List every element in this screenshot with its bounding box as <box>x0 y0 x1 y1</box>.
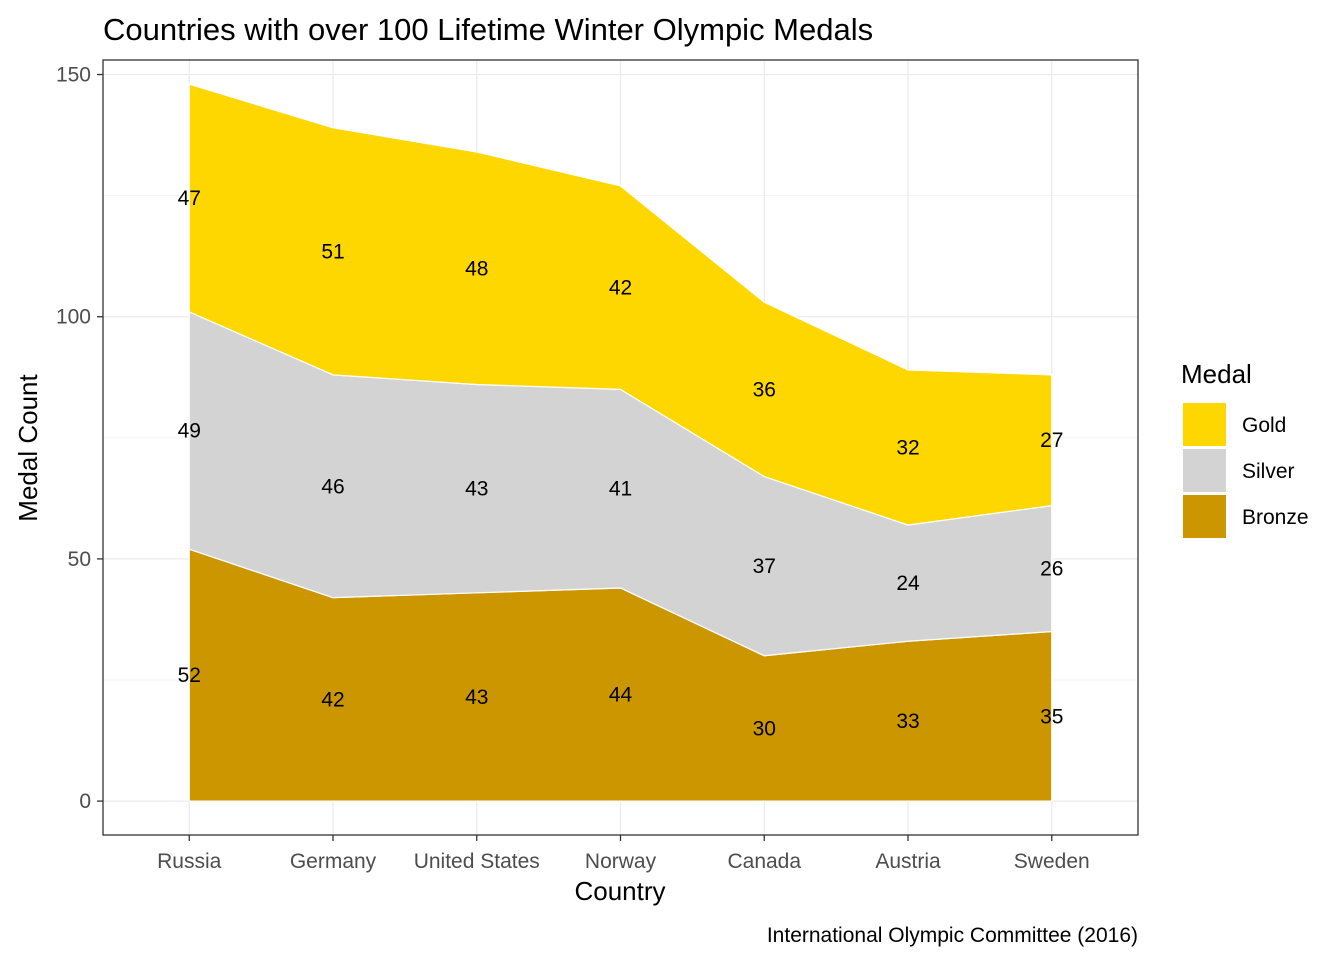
data-label-bronze: 33 <box>896 710 919 733</box>
data-label-bronze: 30 <box>753 717 776 740</box>
y-tick-label: 150 <box>56 64 91 87</box>
legend: Medal Gold Silver Bronze <box>1181 359 1309 538</box>
x-tick-label: Germany <box>290 850 377 873</box>
legend-label-gold: Gold <box>1242 414 1286 437</box>
data-label-gold: 51 <box>321 240 344 263</box>
y-axis: 0 50 100 150 <box>56 64 103 813</box>
chart-caption: International Olympic Committee (2016) <box>767 924 1138 947</box>
data-label-silver: 26 <box>1040 558 1063 581</box>
data-label-bronze: 52 <box>178 664 201 687</box>
x-tick-label: Austria <box>875 850 941 873</box>
chart-title: Countries with over 100 Lifetime Winter … <box>103 12 873 47</box>
y-tick-label: 0 <box>79 790 91 813</box>
area-gold <box>188 83 1053 526</box>
legend-label-bronze: Bronze <box>1242 506 1309 529</box>
data-label-bronze: 44 <box>609 684 633 707</box>
legend-title: Medal <box>1181 359 1252 389</box>
x-axis: Russia Germany United States Norway Canada Au… <box>157 835 1090 873</box>
x-tick-label: Russia <box>157 850 222 873</box>
data-label-silver: 43 <box>465 478 488 501</box>
plot-panel: 52 42 43 44 30 33 35 49 46 43 41 37 24 26 47 51 48 42 36 32… <box>102 59 1139 836</box>
legend-key-bronze <box>1183 495 1226 538</box>
x-tick-label: Norway <box>585 850 657 873</box>
data-label-gold: 48 <box>465 257 488 280</box>
data-label-gold: 32 <box>896 437 919 460</box>
x-tick-label: United States <box>414 850 540 873</box>
x-tick-label: Canada <box>727 850 801 873</box>
x-axis-title: Country <box>574 876 665 906</box>
data-labels: 52 42 43 44 30 33 35 49 46 43 41 37 24 26 47 51 48 42 36 32… <box>178 187 1064 740</box>
data-label-silver: 46 <box>321 475 344 498</box>
legend-label-silver: Silver <box>1242 460 1295 483</box>
area-layers <box>188 83 1053 802</box>
data-label-silver: 49 <box>178 420 201 443</box>
legend-key-gold <box>1183 403 1226 446</box>
x-tick-label: Sweden <box>1014 850 1090 873</box>
data-label-gold: 47 <box>178 187 201 210</box>
data-label-gold: 42 <box>609 277 632 300</box>
data-label-bronze: 43 <box>465 686 488 709</box>
y-tick-label: 100 <box>56 306 91 329</box>
data-label-silver: 41 <box>609 478 632 501</box>
y-tick-label: 50 <box>68 548 91 571</box>
data-label-silver: 24 <box>896 572 920 595</box>
legend-key-silver <box>1183 449 1226 492</box>
data-label-bronze: 42 <box>321 688 344 711</box>
data-label-gold: 36 <box>753 378 776 401</box>
y-axis-title: Medal Count <box>13 374 43 522</box>
data-label-silver: 37 <box>753 555 776 578</box>
data-label-bronze: 35 <box>1040 705 1063 728</box>
data-label-gold: 27 <box>1040 429 1063 452</box>
